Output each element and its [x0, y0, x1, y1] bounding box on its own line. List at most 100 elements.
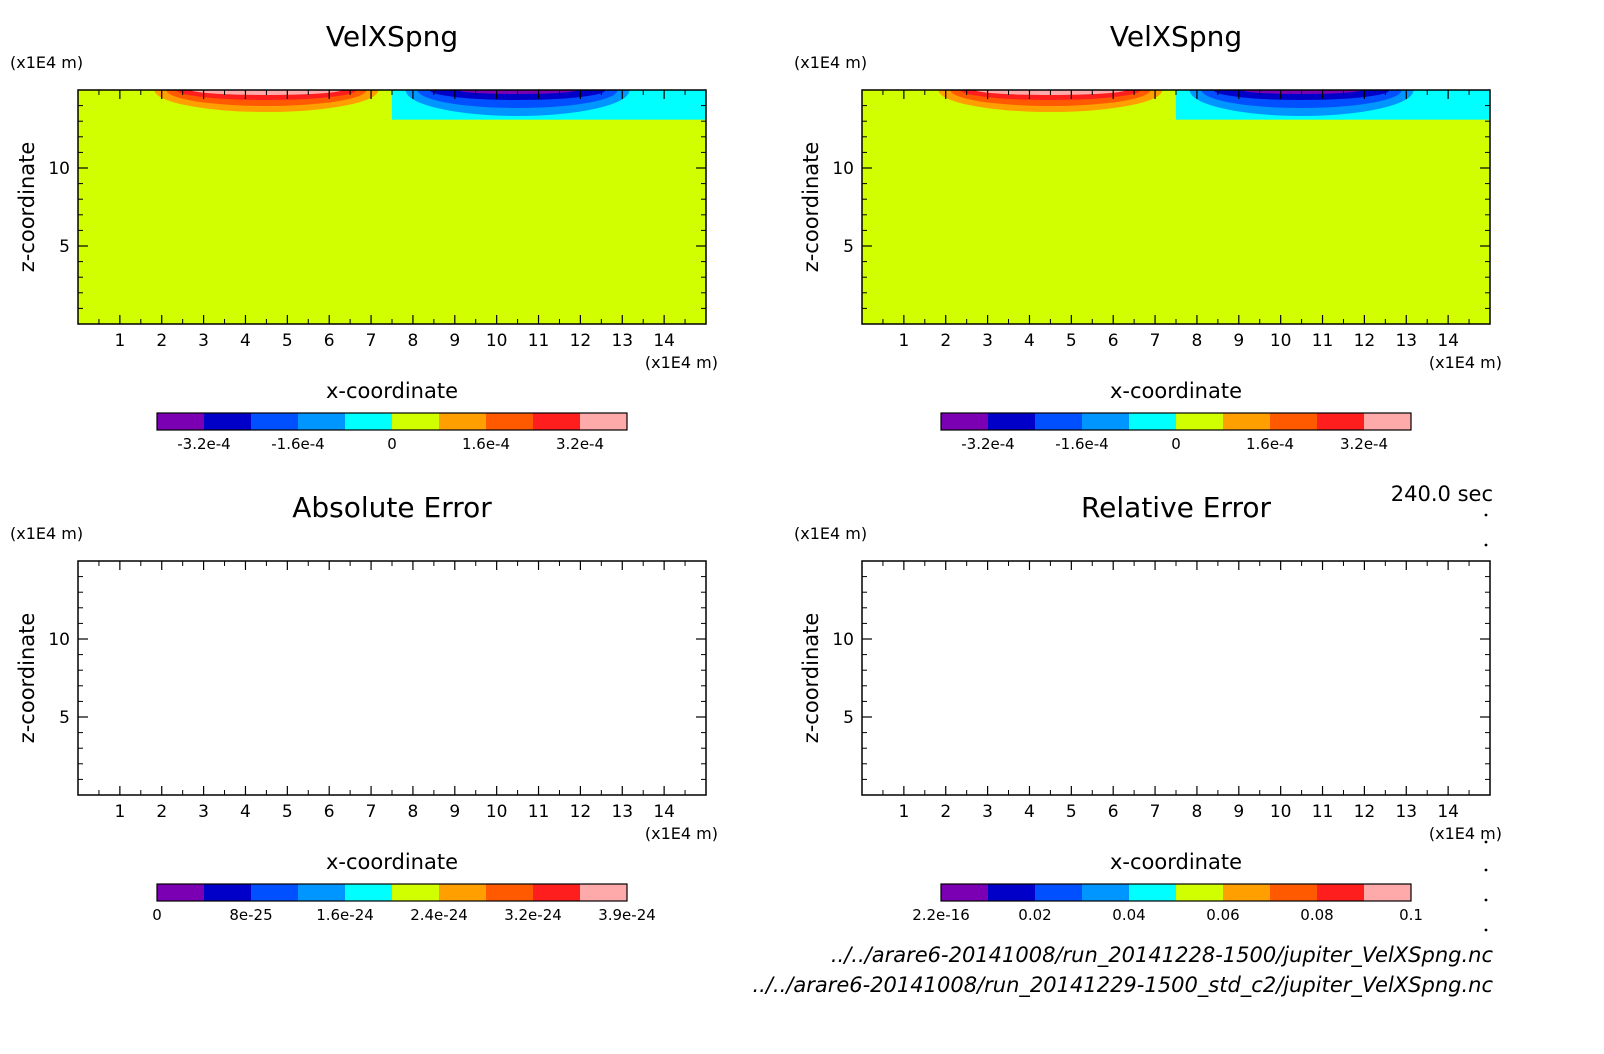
- colorbar-tick-label: 3.2e-4: [556, 435, 604, 453]
- colorbar-swatch: [1317, 413, 1365, 430]
- x-tick-label: 11: [1312, 331, 1334, 351]
- colorbar-tick-label: 1.6e-24: [316, 906, 374, 924]
- colorbar-swatch: [1082, 413, 1130, 430]
- chart-panel-1: VelXSpng(x1E4 m)1 2 3 4 5 6 7 8 9 10 11 12 13 14510(x…: [10, 20, 718, 453]
- colorbar-frame: [940, 412, 1412, 431]
- x-tick-label: 7: [1150, 802, 1161, 822]
- colorbar-swatch: [392, 413, 440, 430]
- x-tick-label: 11: [1312, 802, 1334, 822]
- colorbar-tick-label: -3.2e-4: [961, 435, 1014, 453]
- x-tick-label: 4: [1024, 802, 1035, 822]
- x-tick-label: 14: [653, 331, 675, 351]
- chart-title: Relative Error: [1081, 491, 1272, 524]
- x-tick-label: 12: [1354, 802, 1376, 822]
- colorbar-swatch: [345, 413, 393, 430]
- plot-frame: [77, 560, 707, 796]
- chart-panel-4: Relative Error(x1E4 m)1 2 3 4 5 6 7 8 9 10 11 12 13 1…: [794, 491, 1502, 924]
- edge-dot: [1484, 928, 1488, 932]
- colorbar-tick-label: 0: [152, 906, 162, 924]
- x-tick-label: 4: [240, 802, 251, 822]
- x-tick-label: 13: [1395, 802, 1417, 822]
- colorbar-swatch: [1317, 884, 1365, 901]
- colorbar-tick-label: -1.6e-4: [271, 435, 324, 453]
- colorbar-swatch: [1035, 884, 1083, 901]
- colorbar-swatch: [1364, 413, 1412, 430]
- x-tick-label: 8: [1192, 802, 1203, 822]
- field-layer: [78, 90, 706, 324]
- x-tick-label: 6: [1108, 802, 1119, 822]
- x-unit-label: (x1E4 m): [1429, 824, 1502, 843]
- x-tick-label: 9: [1233, 331, 1244, 351]
- y-axis-label: z-coordinate: [799, 613, 823, 744]
- colorbar-tick-label: 0.06: [1206, 906, 1239, 924]
- colorbar-tick-label: 3.2e-24: [504, 906, 562, 924]
- y-unit-label: (x1E4 m): [10, 524, 83, 543]
- colorbar-swatch: [1270, 884, 1318, 901]
- x-tick-label: 3: [982, 331, 993, 351]
- y-unit-label: (x1E4 m): [794, 524, 867, 543]
- x-tick-label: 1: [898, 331, 909, 351]
- x-tick-label: 5: [1066, 331, 1077, 351]
- colorbar-tick-label: 0: [387, 435, 397, 453]
- colorbar-tick-label: -3.2e-4: [177, 435, 230, 453]
- colorbar-swatch: [392, 884, 440, 901]
- x-tick-label: 13: [611, 802, 633, 822]
- source-file-2: ../../arare6-20141008/run_20141229-1500_…: [752, 973, 1493, 997]
- x-tick-label: 13: [1395, 331, 1417, 351]
- x-tick-label: 3: [198, 331, 209, 351]
- y-unit-label: (x1E4 m): [794, 53, 867, 72]
- colorbar-tick-label: 3.2e-4: [1340, 435, 1388, 453]
- edge-dot: [1484, 543, 1488, 547]
- colorbar-tick-label: 0.04: [1112, 906, 1145, 924]
- x-tick-label: 9: [449, 802, 460, 822]
- x-tick-label: 3: [198, 802, 209, 822]
- colorbar-swatch: [1082, 884, 1130, 901]
- colorbar-swatch: [1364, 884, 1412, 901]
- x-tick-label: 10: [1270, 802, 1292, 822]
- x-tick-label: 1: [114, 802, 125, 822]
- x-unit-label: (x1E4 m): [645, 824, 718, 843]
- colorbar-swatch: [439, 884, 487, 901]
- colorbar-tick-label: -1.6e-4: [1055, 435, 1108, 453]
- x-tick-label: 11: [528, 331, 550, 351]
- x-tick-label: 1: [114, 331, 125, 351]
- x-tick-label: 8: [408, 802, 419, 822]
- colorbar-tick-label: 8e-25: [229, 906, 272, 924]
- x-tick-label: 2: [156, 331, 167, 351]
- x-tick-label: 2: [940, 331, 951, 351]
- colorbar-frame: [156, 883, 628, 902]
- x-tick-label: 14: [653, 802, 675, 822]
- colorbar-tick-label: 0.02: [1018, 906, 1051, 924]
- y-tick-label: 10: [832, 159, 854, 179]
- colorbar-swatch: [345, 884, 393, 901]
- y-tick-label: 5: [843, 708, 854, 728]
- field-layer: [862, 90, 1490, 324]
- chart-panel-3: Absolute Error(x1E4 m)1 2 3 4 5 6 7 8 9 10 11 12 13 1…: [10, 491, 718, 924]
- x-tick-label: 6: [324, 802, 335, 822]
- plot-frame: [861, 560, 1491, 796]
- colorbar-swatch: [1176, 884, 1224, 901]
- x-tick-label: 4: [240, 331, 251, 351]
- y-tick-label: 5: [59, 708, 70, 728]
- colorbar-frame: [156, 412, 628, 431]
- field-background: [862, 90, 1490, 324]
- x-tick-label: 5: [282, 331, 293, 351]
- y-tick-label: 10: [832, 630, 854, 650]
- edge-dot: [1484, 868, 1488, 872]
- colorbar-swatch: [251, 413, 299, 430]
- x-tick-label: 5: [1066, 802, 1077, 822]
- source-file-1: ../../arare6-20141008/run_20141228-1500/…: [830, 943, 1493, 967]
- edge-dot: [1484, 513, 1488, 517]
- x-tick-label: 10: [1270, 331, 1292, 351]
- colorbar-swatch: [251, 884, 299, 901]
- x-axis-label: x-coordinate: [1110, 850, 1242, 874]
- colorbar-swatch: [157, 413, 205, 430]
- chart-title: VelXSpng: [326, 20, 458, 53]
- x-tick-label: 1: [898, 802, 909, 822]
- chart-title: Absolute Error: [292, 491, 492, 524]
- x-unit-label: (x1E4 m): [1429, 353, 1502, 372]
- x-tick-label: 14: [1437, 331, 1459, 351]
- colorbar-tick-label: 1.6e-4: [462, 435, 510, 453]
- x-tick-label: 9: [1233, 802, 1244, 822]
